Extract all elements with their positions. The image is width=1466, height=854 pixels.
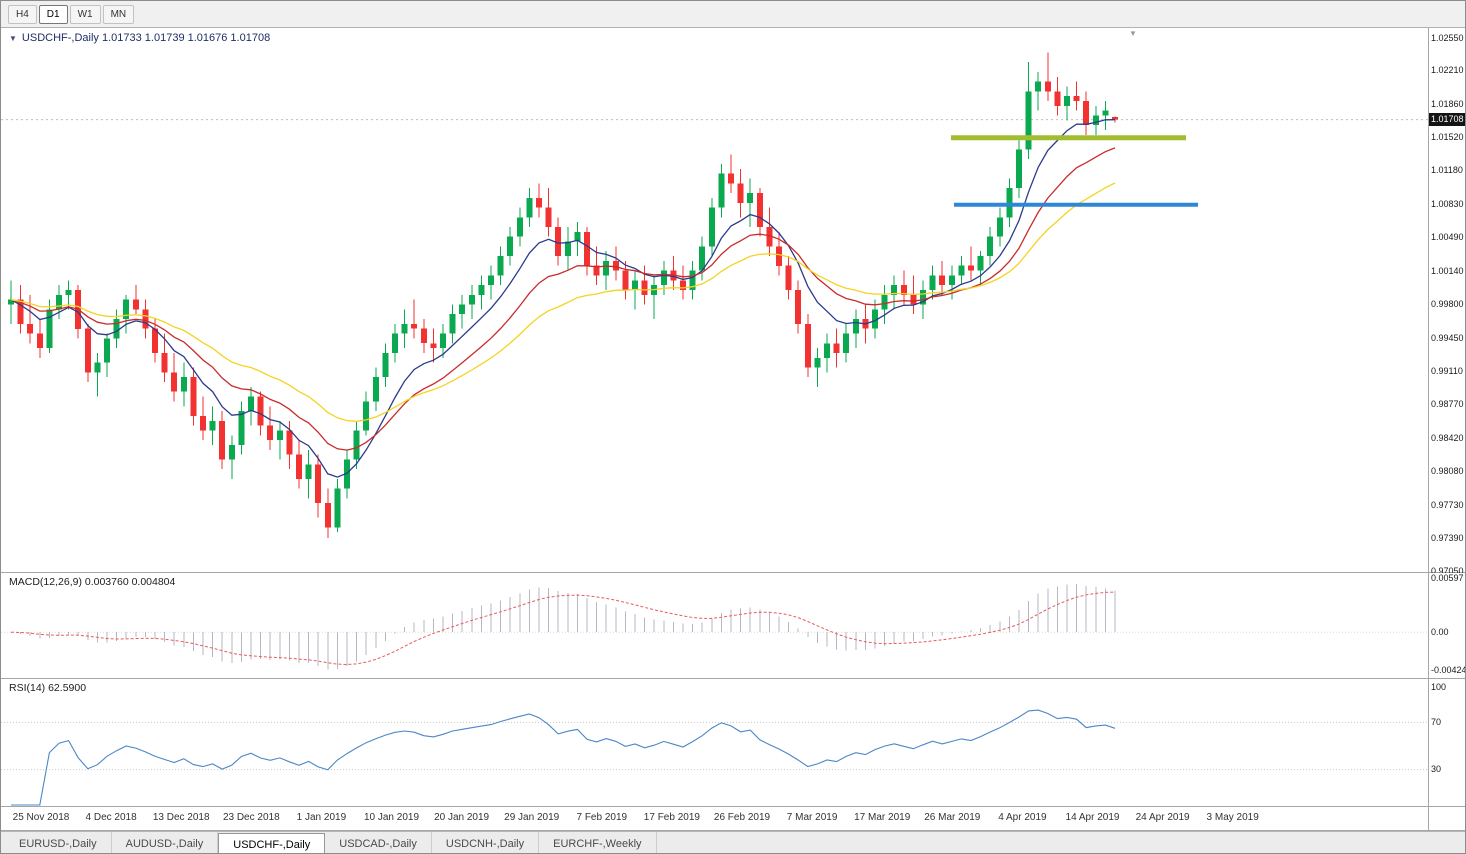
rsi-axis-label: 70 [1431,716,1442,727]
date-axis-label: 26 Feb 2019 [713,812,771,823]
price-axis-label: 0.99450 [1431,332,1464,343]
price-axis-label: 1.01520 [1431,132,1464,143]
price-axis-label: 0.98770 [1431,398,1464,409]
date-axis-label: 20 Jan 2019 [434,812,490,823]
price-axis-label: 1.00490 [1431,232,1464,243]
date-axis-label: 26 Mar 2019 [924,812,981,823]
chart-shift-marker[interactable]: ▼ [1129,29,1137,38]
date-axis-label: 10 Jan 2019 [363,812,420,823]
symbol-expand-icon[interactable]: ▼ [9,33,17,43]
price-axis-label: 0.97390 [1431,532,1464,543]
price-axis[interactable]: 1.01708 1.02550 1.02210 1.01860 1.01520 1.01… [1428,28,1465,576]
chart-tab-usdchf-daily[interactable]: USDCHF-,Daily [218,833,326,853]
ma-line-slow [10,182,1116,422]
timeframe-mn-button[interactable]: MN [102,4,135,24]
timeframe-d1-button[interactable]: D1 [38,4,68,24]
price-axis-label: 1.02210 [1431,65,1464,76]
macd-axis[interactable]: 0.00597 0.00 -0.004243 [1428,573,1465,678]
price-chart-panel[interactable]: ▼ USDCHF-,Daily 1.01733 1.01739 1.01676 … [1,28,1465,576]
chart-tab-usdcad-daily[interactable]: USDCAD-,Daily [325,832,432,853]
time-axis[interactable]: 25 Nov 2018 4 Dec 2018 13 Dec 2018 23 Dec 2… [1,807,1465,831]
date-axis-label: 25 Nov 2018 [12,812,70,823]
timeframe-w1-button[interactable]: W1 [69,4,101,24]
rsi-axis-label: 100 [1431,681,1447,692]
price-axis-label: 1.01860 [1431,99,1464,110]
date-axis-label: 29 Jan 2019 [504,812,560,823]
date-axis-label: 7 Feb 2019 [576,812,628,823]
chart-tab-eurusd-daily[interactable]: EURUSD-,Daily [5,832,112,853]
macd-canvas[interactable] [1,573,1429,678]
date-axis-label: 14 Apr 2019 [1065,812,1120,823]
rsi-canvas[interactable] [1,679,1429,806]
chart-tab-bar: EURUSD-,Daily AUDUSD-,Daily USDCHF-,Daily U… [1,831,1465,853]
date-axis-label: 17 Mar 2019 [854,812,911,823]
price-chart-canvas[interactable] [1,28,1429,572]
ma-line-medium [10,147,1116,451]
rsi-axis[interactable]: 100 70 30 [1428,679,1465,806]
candlesticks [8,52,1118,539]
price-axis-label: 0.98080 [1431,465,1464,476]
rsi-axis-label: 30 [1431,764,1442,775]
macd-panel[interactable]: MACD(12,26,9) 0.003760 0.004804 0.00597 0… [1,573,1465,679]
price-axis-label: 0.97050 [1431,565,1464,576]
date-axis-label: 4 Apr 2019 [998,812,1047,823]
macd-axis-label: -0.004243 [1431,664,1465,675]
macd-histogram [20,584,1116,670]
timeframe-h4-button[interactable]: H4 [8,4,37,24]
price-axis-label: 0.99110 [1431,365,1463,376]
macd-axis-label: 0.00597 [1431,573,1464,584]
macd-signal-line [10,591,1116,666]
price-axis-label: 1.00140 [1431,266,1464,277]
price-axis-label: 1.01180 [1431,165,1463,176]
rsi-line [11,709,1116,806]
time-axis-corner [1428,807,1465,830]
chart-tab-usdcnh-daily[interactable]: USDCNH-,Daily [432,832,540,853]
date-axis-label: 13 Dec 2018 [152,812,210,823]
ma-line-fast [10,119,1116,478]
current-price-badge: 1.01708 [1429,112,1465,126]
price-axis-label: 0.98420 [1431,432,1464,443]
date-axis-label: 23 Dec 2018 [222,812,280,823]
date-axis-label: 24 Apr 2019 [1135,812,1190,823]
price-axis-label: 0.99800 [1431,299,1464,309]
macd-label: MACD(12,26,9) 0.003760 0.004804 [9,576,176,588]
timeframe-toolbar: H4 D1 W1 MN [1,1,1465,28]
chart-tab-audusd-daily[interactable]: AUDUSD-,Daily [112,832,219,853]
macd-axis-label: 0.00 [1431,626,1449,637]
date-axis-label: 4 Dec 2018 [85,812,137,823]
symbol-ohlc-label: ▼ USDCHF-,Daily 1.01733 1.01739 1.01676 … [9,32,270,44]
date-axis-label: 17 Feb 2019 [643,812,700,823]
date-axis-label: 1 Jan 2019 [296,812,347,823]
symbol-ohlc-text: USDCHF-,Daily 1.01733 1.01739 1.01676 1.… [21,32,271,44]
price-axis-label: 1.02550 [1431,32,1464,43]
rsi-label: RSI(14) 62.5900 [9,682,87,694]
rsi-panel[interactable]: RSI(14) 62.5900 100 70 30 [1,679,1465,807]
date-axis-label: 3 May 2019 [1206,812,1259,823]
price-axis-label: 1.00830 [1431,199,1464,210]
date-axis-label: 7 Mar 2019 [786,812,838,823]
chart-tab-eurchf-weekly[interactable]: EURCHF-,Weekly [539,832,657,853]
price-axis-label: 0.97730 [1431,499,1464,510]
